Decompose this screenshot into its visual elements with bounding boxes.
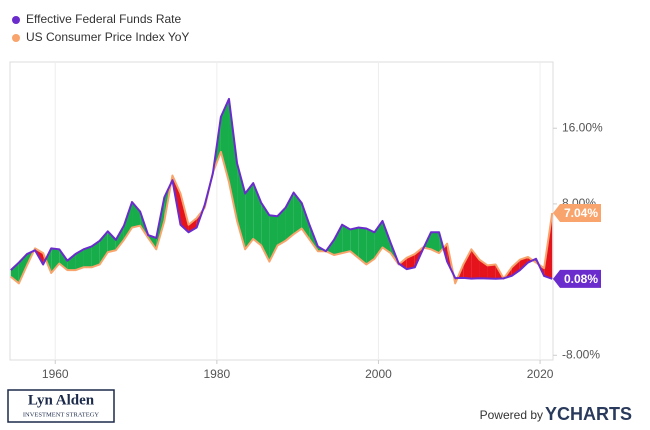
spread-fill [10,98,553,284]
legend-marker [12,16,20,24]
spread-area [277,207,286,246]
spread-area [45,248,52,273]
spread-area [511,259,520,276]
end-badge [553,269,601,288]
spread-area [293,192,302,235]
spread-area [220,98,229,183]
powered-by: Powered by [480,408,543,422]
x-tick-label: 1980 [204,367,231,381]
legend-marker [12,34,20,42]
spread-area [358,227,367,265]
spread-area [67,254,76,271]
logo-title: Lyn Alden [28,392,95,408]
end-label: 0.08% [564,272,598,286]
spread-area [366,228,375,265]
spread-area [430,232,440,254]
plot-frame [9,61,554,361]
logo: Lyn Alden INVESTMENT STRATEGY [7,389,115,423]
spread-area [487,264,496,279]
spread-area [83,246,92,268]
end-badge [553,203,601,222]
spread-area [471,249,480,279]
spread-area [269,215,278,262]
spread-area [342,224,351,254]
series-line [10,97,553,280]
spread-area [399,257,407,270]
spread-area [132,202,141,228]
brand: YCHARTS [545,404,632,424]
spread-area [107,231,116,253]
x-tick-label: 2020 [527,367,554,381]
spread-area [188,218,197,233]
end-label: 7.04% [564,206,598,220]
series-line [10,150,554,285]
x-tick-label: 2000 [365,367,392,381]
spread-area [519,256,528,271]
spread-area [51,248,60,273]
x-tick-label: 1960 [42,367,69,381]
y-tick-label: -8.00% [562,347,600,361]
spread-area [463,249,472,279]
spread-area [91,240,100,268]
y-tick-label: 16.00% [562,120,603,134]
spread-area [75,249,84,271]
legend-label: US Consumer Price Index YoY [26,30,189,44]
spread-area [115,225,124,251]
spread-area [350,227,359,258]
spread-area [245,183,254,250]
spread-area [261,202,270,262]
legend-label: Effective Federal Funds Rate [26,12,182,26]
logo-subtitle: INVESTMENT STRATEGY [23,411,100,418]
spread-area [334,224,343,255]
logo-box [7,389,115,423]
